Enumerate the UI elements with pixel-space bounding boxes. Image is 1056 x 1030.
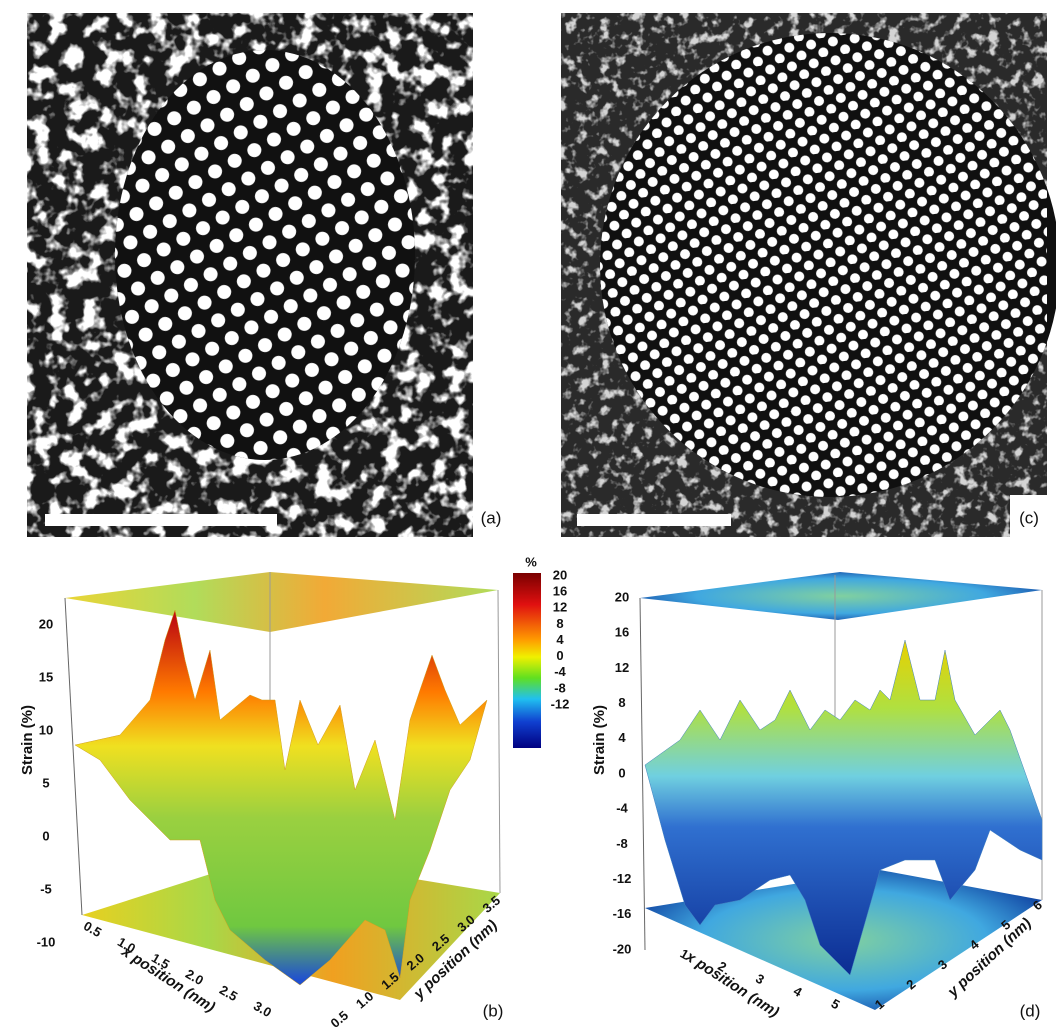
panel-label: (c) xyxy=(1019,508,1039,527)
tick-label: -10 xyxy=(37,934,56,949)
axis-title: Strain (%) xyxy=(591,705,608,775)
tick-label: 3 xyxy=(753,971,767,988)
tick-label: 20 xyxy=(553,567,567,582)
tick-label: -20 xyxy=(613,941,632,956)
panel-label: (a) xyxy=(481,508,502,527)
scale-bar xyxy=(45,514,277,526)
tick-label: 2.5 xyxy=(217,982,240,1004)
colorbar xyxy=(513,573,541,748)
tick-label: 0 xyxy=(42,828,49,843)
tick-label: -4 xyxy=(554,664,566,679)
axis xyxy=(640,598,645,950)
tick-label: -12 xyxy=(613,871,632,886)
plot-b xyxy=(65,572,500,1000)
tick-label: -16 xyxy=(613,906,632,921)
tick-label: 0 xyxy=(556,648,563,663)
plot-d xyxy=(640,572,1042,1010)
tick-label: 0 xyxy=(618,765,625,780)
tick-label: -12 xyxy=(551,696,570,711)
panel-label: (b) xyxy=(483,1001,504,1020)
tick-label: -8 xyxy=(616,836,628,851)
figure: (a) (c) Strain (%) x position (nm) y pos… xyxy=(0,0,1056,1030)
tick-label: 10 xyxy=(39,722,53,737)
panel-label: (d) xyxy=(1020,1001,1041,1020)
tick-label: -8 xyxy=(554,680,566,695)
tick-label: 0.5 xyxy=(81,918,104,940)
tick-label: 12 xyxy=(553,600,567,615)
tick-label: 12 xyxy=(615,660,629,675)
axis xyxy=(498,590,500,893)
tick-label: 5 xyxy=(829,996,843,1013)
tick-label: 4 xyxy=(556,632,564,647)
tick-label: 0.5 xyxy=(328,1008,351,1030)
tick-label: 8 xyxy=(556,616,563,631)
colorbar-unit: % xyxy=(525,554,537,569)
tick-label: 16 xyxy=(615,625,629,640)
tick-label: 8 xyxy=(618,695,625,710)
tick-label: 16 xyxy=(553,584,567,599)
tick-label: 15 xyxy=(39,669,53,684)
tick-label: 3.0 xyxy=(251,998,274,1020)
tick-label: -5 xyxy=(40,881,52,896)
top-plane xyxy=(640,572,1042,620)
axis xyxy=(65,598,82,915)
top-plane xyxy=(65,572,498,632)
page: {"panel_a": {"label": "(a)"}, "panel_c":… xyxy=(0,0,1056,1030)
tick-label: 20 xyxy=(39,616,53,631)
tick-label: 20 xyxy=(615,589,629,604)
axis-title: Strain (%) xyxy=(19,705,36,775)
tick-label: 4 xyxy=(791,983,805,1000)
tick-label: 5 xyxy=(42,775,49,790)
tick-label: -4 xyxy=(616,801,628,816)
scale-bar xyxy=(577,514,731,526)
tick-label: 4 xyxy=(618,730,626,745)
